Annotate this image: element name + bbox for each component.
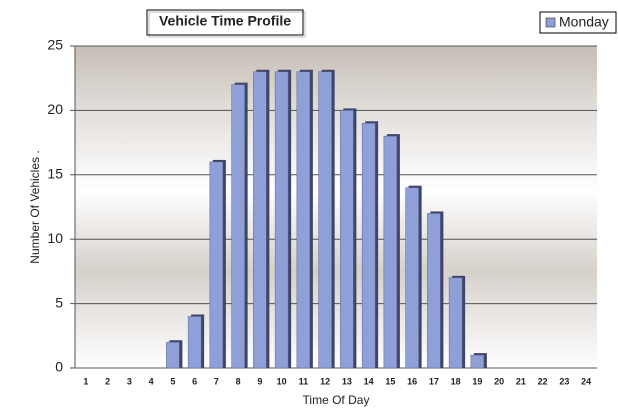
x-tick-label: 6: [192, 376, 197, 386]
x-tick-label: 22: [538, 376, 548, 386]
x-tick-label: 9: [257, 376, 262, 386]
plot-area: [75, 46, 597, 368]
y-axis-label: Number Of Vehicles .: [28, 150, 42, 263]
x-tick-label: 12: [320, 376, 330, 386]
x-tick-label: 7: [214, 376, 219, 386]
x-tick-label: 5: [170, 376, 175, 386]
bar: [231, 84, 245, 369]
bar: [187, 316, 202, 369]
x-axis-label: Time Of Day: [303, 393, 370, 407]
x-tick-label: 20: [494, 376, 504, 386]
bar: [383, 135, 398, 369]
bar: [296, 71, 311, 369]
x-tick-label: 2: [105, 376, 110, 386]
x-tick-label: 24: [581, 376, 591, 386]
bar: [361, 123, 376, 369]
x-tick-label: 3: [127, 376, 132, 386]
bar: [274, 71, 289, 369]
x-tick-label: 11: [299, 376, 309, 386]
bar: [405, 187, 419, 369]
bar: [427, 213, 441, 369]
y-tick-label: 0: [55, 359, 63, 375]
x-tick-label: 8: [236, 376, 241, 386]
y-tick-label: 25: [47, 37, 63, 53]
y-tick-label: 15: [47, 166, 63, 182]
x-tick-label: 13: [342, 376, 352, 386]
x-tick-label: 14: [364, 376, 374, 386]
x-tick-label: 4: [149, 376, 154, 386]
bar: [253, 71, 267, 369]
bar: [166, 341, 180, 369]
x-tick-label: 15: [385, 376, 395, 386]
chart-title: Vehicle Time Profile: [159, 13, 291, 29]
bar: [470, 354, 485, 369]
title-shadow: [148, 11, 306, 38]
x-tick-label: 10: [277, 376, 287, 386]
x-tick-label: 1: [83, 376, 88, 386]
x-tick-label: 19: [472, 376, 482, 386]
x-tick-label: 17: [429, 376, 439, 386]
legend-swatch: [545, 17, 556, 28]
legend-label: Monday: [559, 14, 609, 30]
x-tick-label: 16: [407, 376, 417, 386]
bar: [448, 277, 463, 369]
x-tick-label: 21: [516, 376, 526, 386]
y-tick-label: 20: [47, 101, 63, 117]
y-tick-label: 5: [55, 294, 63, 310]
legend-box: [539, 11, 617, 34]
title-box: [146, 9, 304, 36]
x-tick-label: 18: [451, 376, 461, 386]
x-tick-label: 23: [559, 376, 569, 386]
bar: [340, 110, 354, 369]
bar: [318, 71, 332, 369]
y-tick-label: 10: [47, 230, 63, 246]
bar: [209, 161, 224, 369]
